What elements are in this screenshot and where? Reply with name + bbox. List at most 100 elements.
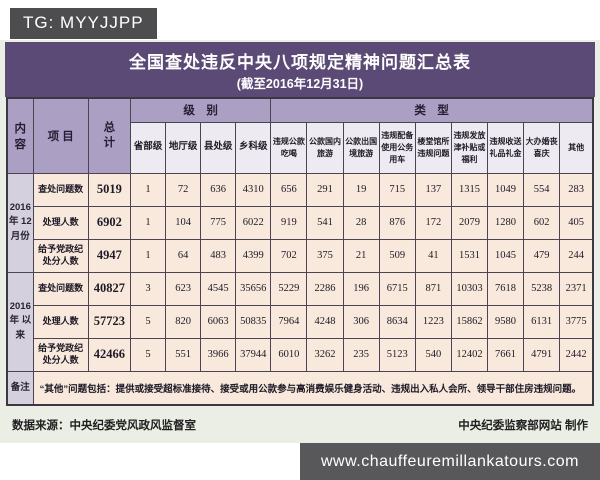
data-cell: 172 [414,205,452,240]
data-cell: 3775 [559,304,594,339]
item-column-header: 项 目 [32,97,89,174]
data-cell: 919 [270,205,308,240]
type-col-header: 楼堂馆所违规问题 [414,121,452,174]
data-cell: 5 [129,304,167,339]
title-band: 全国查处违反中央八项规定精神问题汇总表 (截至2016年12月31日) [5,42,595,97]
data-cell: 1 [129,205,167,240]
data-cell: 702 [270,238,308,273]
data-cell: 7964 [270,304,308,339]
data-cell: 9580 [486,304,525,339]
data-cell: 602 [523,205,561,240]
data-cell: 2371 [559,271,594,306]
data-cell: 1223 [414,304,452,339]
watermark-url-text: www.chauffeuremillankatours.com [321,452,579,470]
level-group-header: 级 别 [129,97,272,123]
table-row: 给予党政纪 处分人数 42466 5 551 3966 37944 6010 3… [7,337,594,372]
data-cell: 5 [129,337,167,372]
data-cell: 235 [342,337,380,372]
data-cell: 5123 [378,337,416,372]
data-cell: 37944 [235,337,272,372]
data-source-text: 数据来源：中央纪委党风政风监督室 [12,420,196,432]
row-item-label: 查处问题数 [32,172,89,207]
data-cell: 7618 [486,271,525,306]
data-cell: 50835 [235,304,272,339]
row-item-label: 查处问题数 [32,271,89,306]
data-cell: 5238 [523,271,561,306]
row-item-label: 处理人数 [32,304,89,339]
row-total-cell: 6902 [87,205,131,240]
data-cell: 12402 [450,337,489,372]
row-total-cell: 40827 [87,271,131,306]
data-cell: 715 [378,172,416,207]
data-cell: 15862 [450,304,489,339]
data-cell: 1280 [486,205,525,240]
data-cell: 28 [342,205,380,240]
row-total-cell: 5019 [87,172,131,207]
data-cell: 8634 [378,304,416,339]
data-cell: 10303 [450,271,489,306]
tg-badge: TG: MYYJJPP [10,8,157,39]
data-cell: 2442 [559,337,594,372]
data-cell: 4545 [200,271,237,306]
data-cell: 2286 [306,271,344,306]
data-cell: 4310 [235,172,272,207]
row-item-label: 处理人数 [32,205,89,240]
data-cell: 375 [306,238,344,273]
data-cell: 3262 [306,337,344,372]
data-cell: 623 [165,271,202,306]
note-row: 备注 “其他”问题包括：提供或接受超标准接待、接受或用公款参与高消费娱乐健身活动… [6,370,594,406]
data-cell: 19 [342,172,380,207]
period-label: 2016年 12月份 [6,172,34,273]
data-cell: 6063 [200,304,237,339]
data-cell: 196 [342,271,380,306]
data-cell: 509 [378,238,416,273]
data-cell: 41 [414,238,452,273]
level-col-header: 县处级 [200,121,237,174]
data-cell: 405 [559,205,594,240]
credit-text: 中央纪委监察部网站 制作 [458,420,588,432]
type-col-header: 违规收送礼品礼金 [486,121,525,174]
type-col-header: 违规公款吃喝 [270,121,308,174]
period-label: 2016年 以来 [6,271,34,372]
data-cell: 871 [414,271,452,306]
data-cell: 2079 [450,205,489,240]
data-cell: 72 [165,172,202,207]
tg-badge-text: TG: MYYJJPP [23,13,144,32]
data-cell: 64 [165,238,202,273]
type-col-header: 公款国内旅游 [306,121,344,174]
data-cell: 1045 [486,238,525,273]
level-col-header: 乡科级 [235,121,272,174]
data-cell: 540 [414,337,452,372]
summary-table: 内 容 项 目 总 计 级 别 类 型 省部级 地厅级 县处级 乡科级 违规公款… [6,97,594,406]
data-cell: 6715 [378,271,416,306]
row-item-label: 给予党政纪 处分人数 [32,238,89,273]
data-cell: 291 [306,172,344,207]
data-cell: 35656 [235,271,272,306]
data-cell: 104 [165,205,202,240]
row-total-cell: 57723 [87,304,131,339]
data-cell: 479 [523,238,561,273]
data-cell: 656 [270,172,308,207]
data-cell: 4248 [306,304,344,339]
data-cell: 4791 [523,337,561,372]
data-cell: 137 [414,172,452,207]
row-total-cell: 4947 [87,238,131,273]
data-cell: 1 [129,172,167,207]
data-cell: 244 [559,238,594,273]
type-col-header: 其他 [559,121,594,174]
data-cell: 876 [378,205,416,240]
level-col-header: 地厅级 [165,121,202,174]
total-column-header: 总 计 [87,97,131,174]
row-total-cell: 42466 [87,337,131,372]
data-cell: 1315 [450,172,489,207]
corner-header: 内 容 [6,97,34,174]
page-title: 全国查处违反中央八项规定精神问题汇总表 [129,53,471,72]
row-item-label: 给予党政纪 处分人数 [32,337,89,372]
table-row: 2016年 以来 查处问题数 40827 3 623 4545 35656 52… [6,271,594,372]
data-cell: 820 [165,304,202,339]
data-cell: 7661 [486,337,525,372]
type-col-header: 公款出国境旅游 [342,121,380,174]
level-col-header: 省部级 [129,121,167,174]
data-cell: 6010 [270,337,308,372]
type-col-header: 违规发放津补贴或福利 [450,121,489,174]
